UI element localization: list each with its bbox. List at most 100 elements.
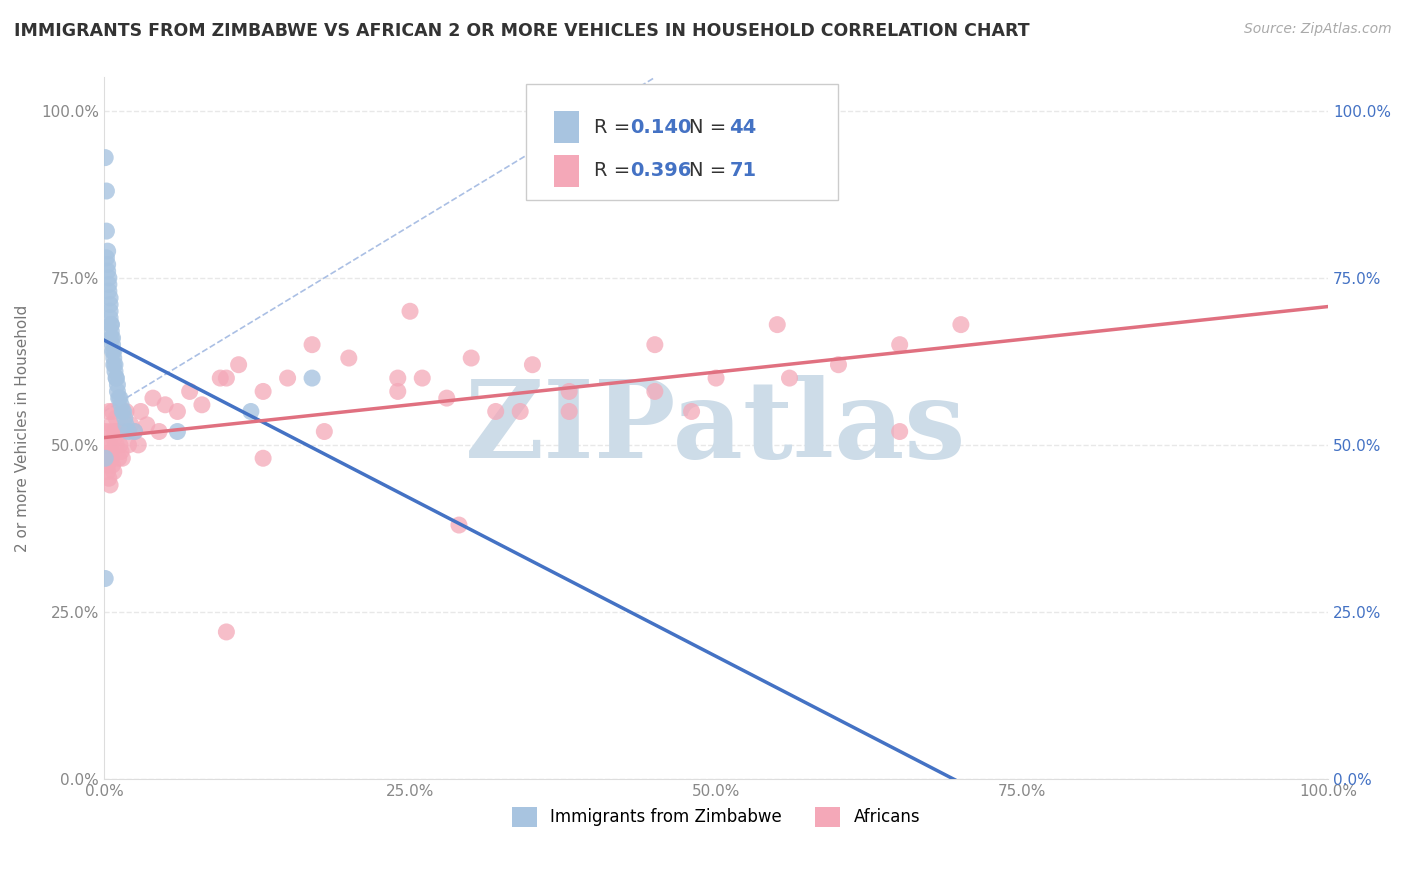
Point xyxy=(108,391,131,405)
Point xyxy=(127,438,149,452)
Point xyxy=(100,451,122,466)
Point xyxy=(228,358,250,372)
Point xyxy=(105,411,128,425)
Point xyxy=(447,518,470,533)
Point xyxy=(97,264,120,278)
Point xyxy=(209,371,232,385)
Point xyxy=(115,417,138,432)
Point xyxy=(277,371,299,385)
Point xyxy=(314,425,336,439)
Point xyxy=(100,318,122,332)
Point xyxy=(191,398,214,412)
Point xyxy=(101,458,124,472)
Point xyxy=(387,384,409,399)
Text: R =: R = xyxy=(593,161,636,180)
Point xyxy=(98,310,121,325)
Point xyxy=(98,291,121,305)
Point xyxy=(96,224,118,238)
Point xyxy=(436,391,458,405)
Point xyxy=(148,425,170,439)
Point xyxy=(100,444,122,458)
Point xyxy=(301,371,323,385)
Point xyxy=(107,451,129,466)
Point xyxy=(107,425,129,439)
Point xyxy=(460,351,482,365)
Text: ZIPatlas: ZIPatlas xyxy=(465,376,967,481)
Point xyxy=(103,358,125,372)
Point xyxy=(949,318,972,332)
Point xyxy=(108,438,131,452)
Point xyxy=(107,384,129,399)
Point xyxy=(779,371,801,385)
Legend: Immigrants from Zimbabwe, Africans: Immigrants from Zimbabwe, Africans xyxy=(505,800,927,834)
Point xyxy=(124,425,146,439)
Point xyxy=(117,438,139,452)
FancyBboxPatch shape xyxy=(554,112,579,143)
Point xyxy=(105,438,128,452)
FancyBboxPatch shape xyxy=(526,85,838,200)
Point xyxy=(100,324,122,338)
Point xyxy=(827,358,849,372)
Point xyxy=(94,572,117,586)
Point xyxy=(681,404,703,418)
Point xyxy=(98,425,121,439)
Point xyxy=(509,404,531,418)
Point xyxy=(387,371,409,385)
Point xyxy=(100,318,122,332)
Text: 0.396: 0.396 xyxy=(630,161,692,180)
Point xyxy=(252,384,274,399)
Point xyxy=(101,404,124,418)
Point xyxy=(411,371,433,385)
Point xyxy=(153,398,176,412)
Point xyxy=(166,404,188,418)
Point xyxy=(166,425,188,439)
Point xyxy=(107,377,129,392)
Point xyxy=(97,258,120,272)
Point xyxy=(889,425,911,439)
Text: 0.140: 0.140 xyxy=(630,118,692,136)
Point xyxy=(104,425,127,439)
Point xyxy=(97,244,120,259)
Point xyxy=(97,404,120,418)
Point xyxy=(97,471,120,485)
Point xyxy=(110,444,132,458)
Point xyxy=(97,284,120,298)
Point xyxy=(301,337,323,351)
Point xyxy=(101,331,124,345)
Point xyxy=(120,417,142,432)
Point xyxy=(889,337,911,351)
Point xyxy=(114,411,136,425)
Point xyxy=(97,465,120,479)
Point xyxy=(104,364,127,378)
Point xyxy=(252,451,274,466)
Point xyxy=(97,277,120,292)
Point xyxy=(100,417,122,432)
Point xyxy=(100,331,122,345)
Point xyxy=(644,384,666,399)
Point xyxy=(97,458,120,472)
Point xyxy=(98,297,121,311)
Point xyxy=(105,371,128,385)
Point xyxy=(110,398,132,412)
Point xyxy=(103,465,125,479)
Point xyxy=(704,371,727,385)
Point xyxy=(215,624,238,639)
Text: IMMIGRANTS FROM ZIMBABWE VS AFRICAN 2 OR MORE VEHICLES IN HOUSEHOLD CORRELATION : IMMIGRANTS FROM ZIMBABWE VS AFRICAN 2 OR… xyxy=(14,22,1029,40)
Point xyxy=(98,304,121,318)
Point xyxy=(399,304,422,318)
Point xyxy=(766,318,789,332)
Text: Source: ZipAtlas.com: Source: ZipAtlas.com xyxy=(1244,22,1392,37)
Point xyxy=(485,404,508,418)
Point xyxy=(558,384,581,399)
Point xyxy=(215,371,238,385)
Point xyxy=(112,404,135,418)
Point xyxy=(135,417,157,432)
Point xyxy=(558,404,581,418)
Y-axis label: 2 or more Vehicles in Household: 2 or more Vehicles in Household xyxy=(15,304,30,552)
Point xyxy=(101,337,124,351)
Point xyxy=(98,438,121,452)
Point xyxy=(142,391,165,405)
Text: 44: 44 xyxy=(730,118,756,136)
Point xyxy=(94,425,117,439)
Text: 71: 71 xyxy=(730,161,756,180)
